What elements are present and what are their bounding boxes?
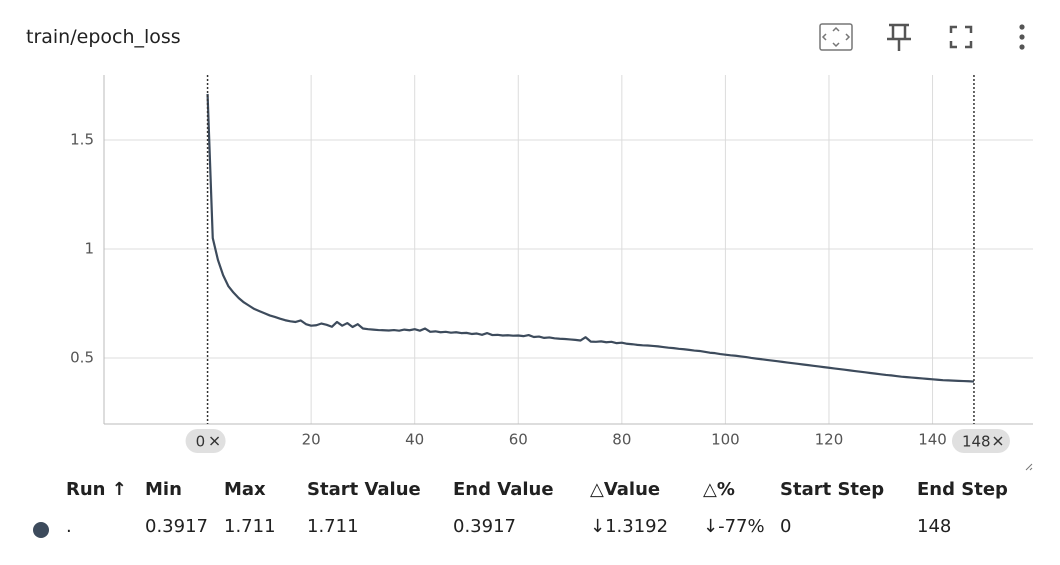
badge-label: 148 (962, 433, 991, 451)
table-cell: 148 (917, 516, 952, 537)
table-cell: ↓1.3192 (590, 516, 669, 537)
column-header: End Step (917, 479, 1008, 500)
x-tick-label: 40 (405, 431, 424, 449)
badge-close-icon (210, 436, 220, 446)
more-menu-button[interactable] (1019, 24, 1025, 50)
y-tick-label: 0.5 (70, 348, 94, 366)
x-tick-label: 100 (711, 431, 740, 449)
column-header: Max (224, 479, 266, 500)
y-tick-label: 1 (84, 239, 94, 257)
column-header: Start Step (780, 479, 885, 500)
badge-background (951, 429, 1010, 453)
column-header: △% (703, 479, 735, 500)
table-cell: 0.3917 (453, 516, 516, 537)
column-header: Start Value (307, 479, 421, 500)
range-marker-badge[interactable]: 148 (951, 429, 1010, 453)
resize-handle[interactable] (1025, 463, 1033, 471)
fit-domain-button[interactable] (819, 23, 853, 51)
table-cell: 1.711 (224, 516, 276, 537)
badge-label: 0 (196, 433, 206, 451)
x-tick-label: 60 (509, 431, 528, 449)
table-cell: 1.711 (307, 516, 359, 537)
card-title: train/epoch_loss (26, 26, 181, 48)
column-header: △Value (590, 479, 661, 500)
x-tick-label: 120 (815, 431, 844, 449)
loss-line (206, 93, 975, 383)
table-cell: ↓-77% (703, 516, 765, 537)
table-cell: 0 (780, 516, 792, 537)
table-cell: . (66, 516, 72, 537)
y-tick-label: 1.5 (70, 130, 94, 148)
x-tick-label: 140 (918, 431, 947, 449)
run-color-dot (33, 522, 49, 538)
badge-background (185, 429, 226, 453)
column-header: Min (145, 479, 182, 500)
x-tick-label: 20 (302, 431, 321, 449)
column-header: Run ↑ (66, 479, 127, 500)
pin-button[interactable] (887, 23, 911, 51)
table-cell: 0.3917 (145, 516, 208, 537)
range-marker-badge[interactable]: 0 (185, 429, 226, 453)
column-header: End Value (453, 479, 554, 500)
x-tick-label: 80 (612, 431, 631, 449)
badge-close-icon (993, 436, 1003, 446)
fullscreen-button[interactable] (949, 25, 973, 49)
